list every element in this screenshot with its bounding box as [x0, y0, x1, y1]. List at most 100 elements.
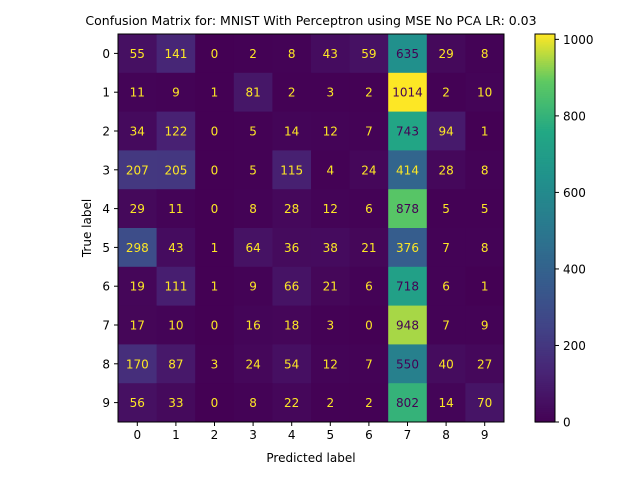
colorbar-segment: [535, 245, 555, 248]
colorbar-segment: [535, 326, 555, 330]
heatmap-cell: [388, 344, 428, 384]
heatmap-cell: [156, 266, 196, 307]
colorbar-segment: [535, 408, 555, 411]
colorbar-frame: [534, 33, 556, 423]
colorbar-segment: [535, 98, 555, 101]
cell-value-label: 38: [323, 241, 338, 255]
heatmap-cell: [156, 111, 196, 151]
cell-value-label: 21: [361, 241, 376, 255]
heatmap-cell: [388, 266, 428, 307]
cell-value-label: 14: [438, 396, 453, 410]
x-axis: 0 1 2 3 4 5 6 7 8 9: [133, 422, 489, 442]
cell-value-label: 0: [211, 125, 219, 139]
x-tick-label: 7: [404, 428, 412, 442]
colorbar-segment: [535, 290, 555, 293]
colorbar-segment: [535, 103, 555, 107]
heatmap-cell: [272, 189, 312, 229]
colorbar-segment: [535, 82, 555, 86]
heatmap-cell: [118, 34, 158, 74]
cell-value-label: 1: [211, 280, 219, 294]
colorbar-segment: [535, 94, 555, 97]
colorbar-segment: [535, 177, 555, 181]
heatmap-cell: [349, 150, 389, 190]
colorbar-segment: [535, 392, 555, 396]
colorbar-segment: [535, 144, 555, 148]
heatmap-cell: [426, 383, 466, 423]
colorbar-segment: [535, 125, 555, 128]
cell-value-label: 66: [284, 280, 299, 294]
heatmap-cell: [118, 72, 158, 113]
cell-value-label: 122: [164, 125, 187, 139]
cell-value-label: 1014: [392, 86, 423, 100]
colorbar-segment: [535, 303, 555, 307]
colorbar-segment: [535, 78, 555, 82]
cell-value-label: 87: [168, 357, 183, 371]
colorbar-segment: [535, 189, 555, 192]
colorbar-segment: [535, 231, 555, 235]
heatmap-cell: [349, 228, 389, 268]
heatmap-cell: [426, 72, 466, 113]
x-axis-label: Predicted label: [266, 451, 355, 465]
colorbar-segment: [535, 131, 555, 134]
cell-value-label: 94: [438, 125, 453, 139]
colorbar-segment: [535, 307, 555, 311]
colorbar-segment: [535, 51, 555, 54]
heatmap-cell: [156, 228, 196, 268]
cell-value-label: 3: [326, 86, 334, 100]
cell-value-label: 7: [365, 125, 373, 139]
colorbar-segment: [535, 259, 555, 262]
colorbar-segment: [535, 92, 555, 95]
colorbar-segment: [535, 253, 555, 256]
cell-value-label: 9: [481, 319, 489, 333]
cell-value-label: 141: [164, 47, 187, 61]
colorbar-segment: [535, 74, 555, 78]
heatmap-cell: [388, 383, 428, 423]
colorbar-segment: [535, 262, 555, 266]
cell-value-label: 14: [284, 125, 299, 139]
heatmap-cell: [388, 189, 428, 229]
cell-value-label: 8: [288, 47, 296, 61]
colorbar-segment: [535, 365, 555, 369]
colorbar-segment: [535, 119, 555, 122]
heatmap-cell: [311, 189, 351, 229]
y-tick-label: 3: [102, 163, 110, 177]
cell-value-label: 55: [130, 47, 145, 61]
heatmap-cell: [156, 34, 196, 74]
cell-value-label: 22: [284, 396, 299, 410]
colorbar-segment: [535, 295, 555, 299]
heatmap-cell: [233, 305, 273, 345]
heatmap-cell: [272, 72, 312, 113]
heatmap-cell: [426, 266, 466, 307]
cell-value-label: 2: [442, 86, 450, 100]
colorbar-segment: [535, 255, 555, 258]
cell-value-label: 54: [284, 357, 299, 371]
x-tick-label: 6: [365, 428, 373, 442]
cell-value-label: 5: [442, 202, 450, 216]
cell-value-label: 7: [442, 241, 450, 255]
colorbar-segment: [535, 282, 555, 285]
colorbar-segment: [535, 37, 555, 41]
cell-value-label: 1: [211, 86, 219, 100]
y-axis: 0 1 2 3 4 5 6 7 8 9: [102, 47, 118, 410]
colorbar-segment: [535, 68, 555, 72]
y-tick-label: 4: [102, 202, 110, 216]
colorbar-segment: [535, 385, 555, 388]
colorbar-segment: [535, 107, 555, 111]
y-axis-label: True label: [80, 199, 94, 258]
colorbar-segment: [535, 379, 555, 382]
cell-value-label: 2: [326, 396, 334, 410]
heatmap-cell: [465, 189, 505, 229]
heatmap-cell: [349, 34, 389, 74]
colorbar-segment: [535, 187, 555, 190]
colorbar-segment: [535, 150, 555, 153]
heatmap-cell: [233, 34, 273, 74]
y-tick-label: 2: [102, 125, 110, 139]
cell-value-label: 24: [361, 163, 376, 177]
cell-value-label: 34: [130, 125, 145, 139]
colorbar-segment: [535, 332, 555, 336]
colorbar-segment: [535, 208, 555, 212]
colorbar-segment: [535, 410, 555, 413]
colorbar-segment: [535, 47, 555, 51]
cell-value-label: 70: [477, 396, 492, 410]
x-tick-label: 2: [211, 428, 219, 442]
